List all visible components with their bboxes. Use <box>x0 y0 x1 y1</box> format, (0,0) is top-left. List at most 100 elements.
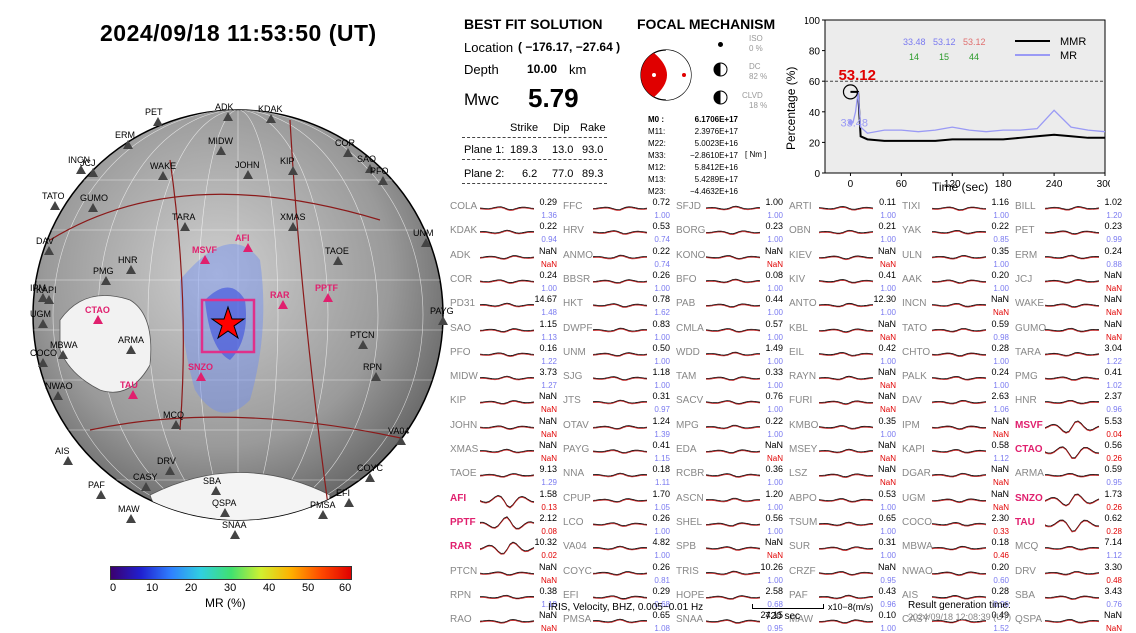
waveform-cell-john: JOHN NaN NaN <box>450 416 557 439</box>
map-station-label: PPTF <box>315 283 339 293</box>
colorbar-tick: 50 <box>302 582 315 594</box>
waveform-trace <box>932 448 987 454</box>
waveform-variance: 0.58 <box>991 440 1009 450</box>
waveform-station-label: TAM <box>676 371 697 383</box>
waveform-cell-drv: DRV 3.30 0.48 <box>1015 562 1122 585</box>
waveform-variance: 0.44 <box>765 294 783 305</box>
observed-trace <box>932 546 987 550</box>
waveform-variance: 0.65 <box>878 512 896 523</box>
waveform-weight: 1.52 <box>993 624 1009 633</box>
waveform-trace <box>480 541 535 555</box>
observed-trace <box>819 497 874 502</box>
waveform-variance: 1.20 <box>765 488 783 499</box>
waveform-variance: 0.08 <box>765 269 783 280</box>
synthetic-trace <box>593 596 648 600</box>
map-station-label: DAV <box>36 236 54 246</box>
waveform-station-label: SBA <box>1015 589 1036 601</box>
map-station-casy: CASY <box>133 472 158 491</box>
waveform-weight: 1.00 <box>880 624 896 633</box>
waveform-weight: 1.36 <box>541 211 557 220</box>
waveform-trace <box>819 448 874 454</box>
waveform-variance: 2.12 <box>539 512 557 523</box>
synthetic-trace <box>593 304 648 308</box>
map-station-rar: RAR <box>270 290 290 309</box>
map-station-mbwa: MBWA <box>50 340 78 359</box>
mr-chart: 0 20 40 60 80 100 0 60 120 180 240 300 53.12 33.48 33.… <box>805 16 1110 190</box>
waveform-station-label: ANTO <box>789 298 817 310</box>
waveform-weight: 1.00 <box>654 381 670 391</box>
region-box <box>200 298 256 354</box>
waveform-station-label: HNR <box>1015 395 1037 407</box>
moment-tensor-list: M0 : 6.1706E+17 M11: 2.3976E+17 M22: 5.0023E+… <box>648 115 738 199</box>
waveform-trace <box>819 400 874 406</box>
waveform-station-label: ANMO <box>563 249 593 261</box>
waveform-variance: 1.49 <box>765 342 783 353</box>
map-station-label: IPM <box>30 283 47 293</box>
observed-trace <box>706 254 761 259</box>
observed-trace <box>932 279 986 284</box>
waveform-station-label: ARTI <box>789 201 812 212</box>
observed-trace <box>932 352 986 357</box>
observed-trace <box>819 400 874 405</box>
map-station-label: MAW <box>118 504 140 514</box>
waveform-trace <box>932 521 987 527</box>
waveform-variance: 1.16 <box>991 197 1009 207</box>
waveform-station-label: RPN <box>450 589 472 601</box>
waveform-variance: 0.41 <box>652 440 670 450</box>
map-station-ptcn: PTCN <box>350 330 375 349</box>
observed-trace <box>932 570 987 575</box>
waveform-cell-pd31: PD31 14.67 1.48 <box>450 294 557 317</box>
waveform-trace <box>706 205 761 211</box>
waveform-weight: 0.48 <box>1106 575 1122 585</box>
waveform-trace <box>819 521 874 527</box>
station-triangle-icon <box>438 316 448 325</box>
x-tick-label: 120 <box>944 179 961 190</box>
time-scale-bar <box>752 604 824 609</box>
observed-trace <box>1045 619 1100 623</box>
map-station-label: MCQ <box>163 410 184 420</box>
observed-trace <box>706 570 760 574</box>
waveform-station-label: MSVF <box>1015 419 1043 431</box>
waveform-trace <box>480 302 535 308</box>
observed-trace <box>819 375 874 380</box>
synthetic-trace <box>706 450 761 454</box>
waveform-trace <box>819 303 874 308</box>
waveform-station-label: MAW <box>789 614 814 626</box>
waveform-weight: 0.76 <box>1106 599 1122 609</box>
map-station-label: JOHN <box>235 160 260 170</box>
synthetic-trace <box>932 426 987 430</box>
waveform-variance: 0.33 <box>765 367 783 378</box>
synthetic-trace <box>932 522 987 527</box>
waveform-weight: 1.48 <box>541 308 557 318</box>
waveform-trace <box>480 425 535 430</box>
waveform-cell-rcbr: RCBR 0.36 1.00 <box>676 464 783 487</box>
waveform-variance: 0.23 <box>1104 221 1122 232</box>
waveform-variance: 0.35 <box>878 415 896 426</box>
map-station-gumo: GUMO <box>80 193 108 212</box>
observed-trace <box>480 594 535 599</box>
observed-trace <box>1045 420 1100 433</box>
observed-trace <box>819 570 874 575</box>
waveform-trace <box>706 424 761 429</box>
waveform-cell-efi: EFI 0.29 0.68 <box>563 586 670 609</box>
observed-trace <box>932 498 987 502</box>
map-station-payg: PAYG <box>430 306 454 325</box>
waveform-trace <box>480 352 535 357</box>
waveform-weight: NaN <box>1105 332 1122 342</box>
waveform-variance: 1.58 <box>539 488 557 499</box>
waveform-cell-coco: COCO 2.30 0.33 <box>902 513 1009 536</box>
waveform-cell-nwao: NWAO 0.20 0.60 <box>902 562 1009 585</box>
station-triangle-icon <box>158 171 168 180</box>
waveform-station-label: ERM <box>1015 249 1038 261</box>
waveform-weight: 0.08 <box>541 526 557 536</box>
map-station-snzo: SNZO <box>188 362 213 381</box>
waveform-station-label: MBWA <box>902 541 933 553</box>
waveform-weight: 0.13 <box>541 502 557 512</box>
waveform-weight: NaN <box>766 259 783 269</box>
waveform-variance: 0.26 <box>652 561 670 572</box>
observed-trace <box>706 205 761 210</box>
tensor-row: M13: 5.4289E+17 <box>648 175 738 187</box>
colorbar-ticks: 0 10 20 30 40 50 60 <box>110 582 351 596</box>
waveform-variance: NaN <box>877 561 896 572</box>
synthetic-trace <box>480 376 535 381</box>
